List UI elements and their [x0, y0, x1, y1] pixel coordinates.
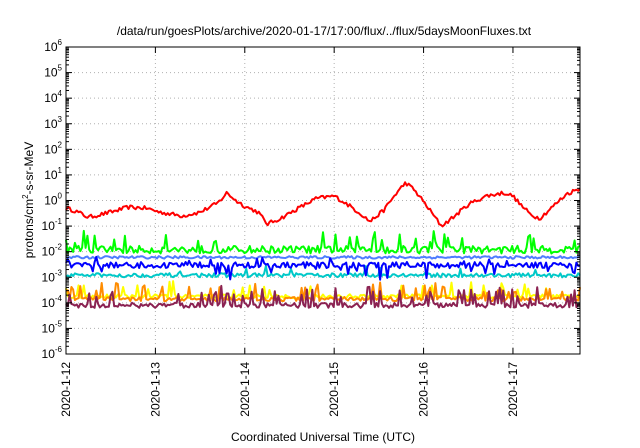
y-tick-exponent: -4 — [55, 294, 63, 303]
y-tick-label: 106 — [44, 38, 62, 54]
y-tick-exponent: -6 — [55, 345, 63, 354]
y-tick-base: 10 — [42, 296, 56, 310]
y-tick-base: 10 — [42, 321, 56, 335]
x-axis-label: Coordinated Universal Time (UTC) — [231, 430, 415, 444]
y-tick-exponent: 3 — [58, 115, 63, 124]
y-tick-label: 10-3 — [42, 268, 63, 284]
series-line-4 — [65, 255, 581, 260]
series-lines — [65, 181, 581, 309]
chart-title: /data/run/goesPlots/archive/2020-01-17/1… — [117, 24, 532, 38]
y-tick-label: 10-6 — [42, 345, 63, 361]
y-tick-exponent: -2 — [55, 243, 63, 252]
x-tick-label: 2020-1-13 — [148, 362, 162, 417]
y-axis-label-part1: protons/cm — [22, 199, 36, 258]
x-tick-label: 2020-1-12 — [59, 362, 73, 417]
y-tick-label: 10-2 — [42, 243, 63, 259]
y-tick-label: 10-5 — [42, 319, 63, 335]
axis-ticks — [65, 46, 580, 355]
y-tick-exponent: -1 — [55, 217, 63, 226]
y-tick-base: 10 — [42, 219, 56, 233]
x-tick-label: 2020-1-14 — [238, 362, 252, 417]
y-tick-label: 103 — [44, 115, 62, 131]
y-tick-label: 10-1 — [42, 217, 63, 233]
y-tick-exponent: 5 — [58, 64, 63, 73]
series-line-3 — [65, 264, 581, 279]
x-tick-label: 2020-1-16 — [417, 362, 431, 417]
y-tick-label: 101 — [44, 166, 62, 182]
series-line-8 — [65, 284, 581, 309]
y-tick-base: 10 — [44, 91, 58, 105]
y-tick-base: 10 — [42, 270, 56, 284]
y-tick-base: 10 — [44, 40, 58, 54]
y-tick-label: 105 — [44, 64, 62, 80]
y-tick-label: 100 — [44, 192, 62, 208]
y-tick-label: 104 — [44, 89, 62, 105]
y-tick-base: 10 — [44, 168, 58, 182]
y-axis-label-part2: -s-sr-MeV — [22, 142, 36, 195]
y-tick-exponent: 2 — [58, 140, 63, 149]
y-tick-label: 10-4 — [42, 294, 63, 310]
series-line-1 — [65, 181, 581, 228]
y-tick-base: 10 — [42, 347, 56, 361]
series-line-5 — [65, 255, 581, 281]
series-line-7 — [65, 281, 581, 303]
y-tick-exponent: -3 — [55, 268, 63, 277]
y-tick-base: 10 — [44, 142, 58, 156]
y-tick-base: 10 — [44, 66, 58, 80]
y-tick-labels: 10-610-510-410-310-210-11001011021031041… — [42, 38, 63, 361]
y-tick-base: 10 — [42, 245, 56, 259]
y-tick-base: 10 — [44, 117, 58, 131]
x-tick-label: 2020-1-17 — [506, 362, 520, 417]
y-tick-exponent: 4 — [58, 89, 63, 98]
x-tick-label: 2020-1-15 — [327, 362, 341, 417]
y-tick-exponent: -5 — [55, 319, 63, 328]
y-tick-base: 10 — [44, 194, 58, 208]
y-axis-label: protons/cm2-s-sr-MeV — [21, 142, 36, 258]
y-tick-exponent: 6 — [58, 38, 63, 47]
y-axis-label-exponent: 2 — [21, 194, 30, 199]
series-line-2 — [65, 229, 581, 255]
y-tick-exponent: 0 — [58, 192, 63, 201]
y-tick-exponent: 1 — [58, 166, 63, 175]
y-tick-label: 102 — [44, 140, 62, 156]
x-tick-labels: 2020-1-12 2020-1-13 2020-1-14 2020-1-15 2020… — [59, 362, 520, 417]
